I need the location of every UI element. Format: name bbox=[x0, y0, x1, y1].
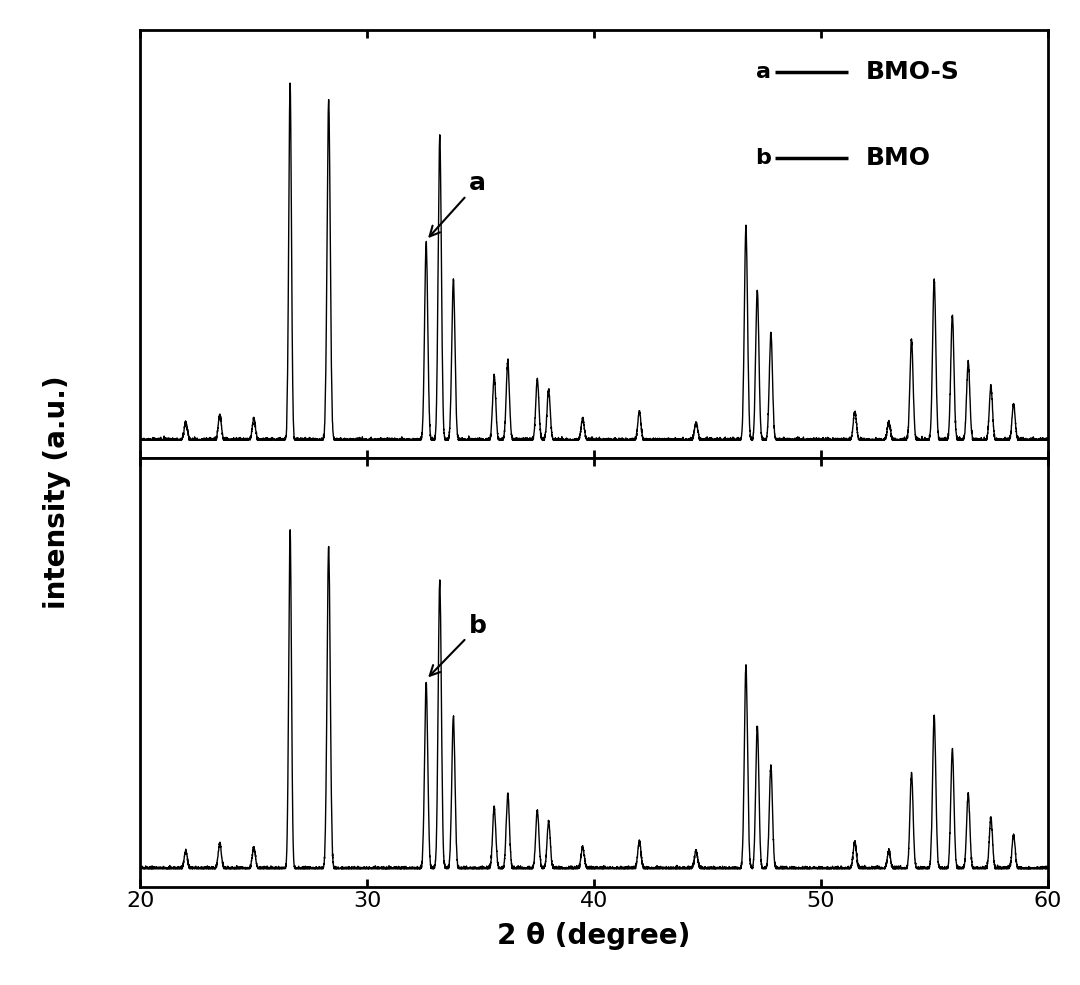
Text: BMO-S: BMO-S bbox=[866, 60, 960, 85]
X-axis label: 2 θ (degree): 2 θ (degree) bbox=[497, 923, 691, 951]
Text: BMO: BMO bbox=[866, 146, 931, 170]
Text: intensity (a.u.): intensity (a.u.) bbox=[43, 375, 71, 610]
Text: a: a bbox=[756, 62, 771, 83]
Text: b: b bbox=[430, 614, 487, 676]
Text: b: b bbox=[755, 148, 771, 168]
Text: a: a bbox=[430, 171, 486, 236]
